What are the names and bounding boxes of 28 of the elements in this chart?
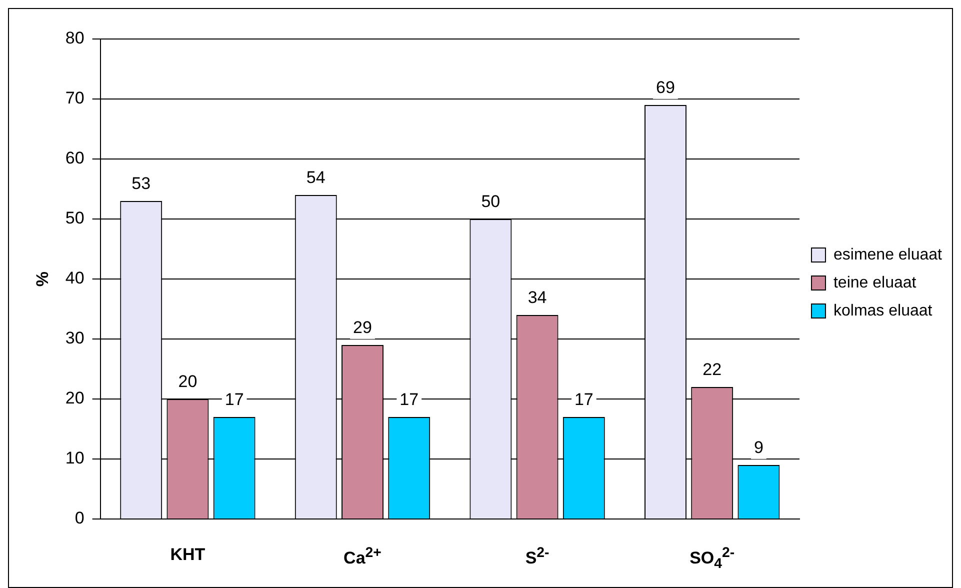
data-label: 17 bbox=[400, 390, 419, 410]
y-tick-label: 50 bbox=[65, 208, 84, 228]
y-tick-label: 30 bbox=[65, 328, 84, 348]
y-axis-title: % bbox=[32, 271, 52, 287]
data-label: 9 bbox=[754, 438, 764, 458]
data-label: 22 bbox=[702, 360, 722, 380]
x-tick-label: S$^{2-}$ bbox=[524, 545, 550, 569]
y-tick-label: 60 bbox=[65, 148, 84, 168]
y-tick-label: 20 bbox=[65, 388, 84, 408]
data-label: 29 bbox=[353, 318, 372, 338]
x-tick-label: KHT bbox=[169, 545, 206, 565]
y-tick-label: 40 bbox=[65, 268, 84, 288]
data-label: 69 bbox=[656, 78, 675, 98]
data-label: 53 bbox=[132, 174, 151, 194]
data-label: 17 bbox=[574, 390, 594, 410]
data-label: 50 bbox=[481, 192, 500, 212]
y-tick-label: 0 bbox=[74, 508, 84, 528]
data-label: 34 bbox=[528, 288, 547, 308]
data-label: 20 bbox=[178, 372, 198, 392]
data-label: 54 bbox=[306, 168, 326, 188]
data-label: 17 bbox=[224, 390, 244, 410]
legend-label: esimene eluaat bbox=[833, 246, 943, 264]
y-tick-label: 70 bbox=[65, 88, 84, 108]
y-tick-label: 80 bbox=[65, 28, 84, 48]
legend-label: kolmas eluaat bbox=[833, 302, 933, 320]
x-tick-label: Ca$^{2+}$ bbox=[342, 545, 382, 569]
y-tick-label: 10 bbox=[65, 448, 84, 468]
legend-label: teine eluaat bbox=[833, 274, 917, 292]
